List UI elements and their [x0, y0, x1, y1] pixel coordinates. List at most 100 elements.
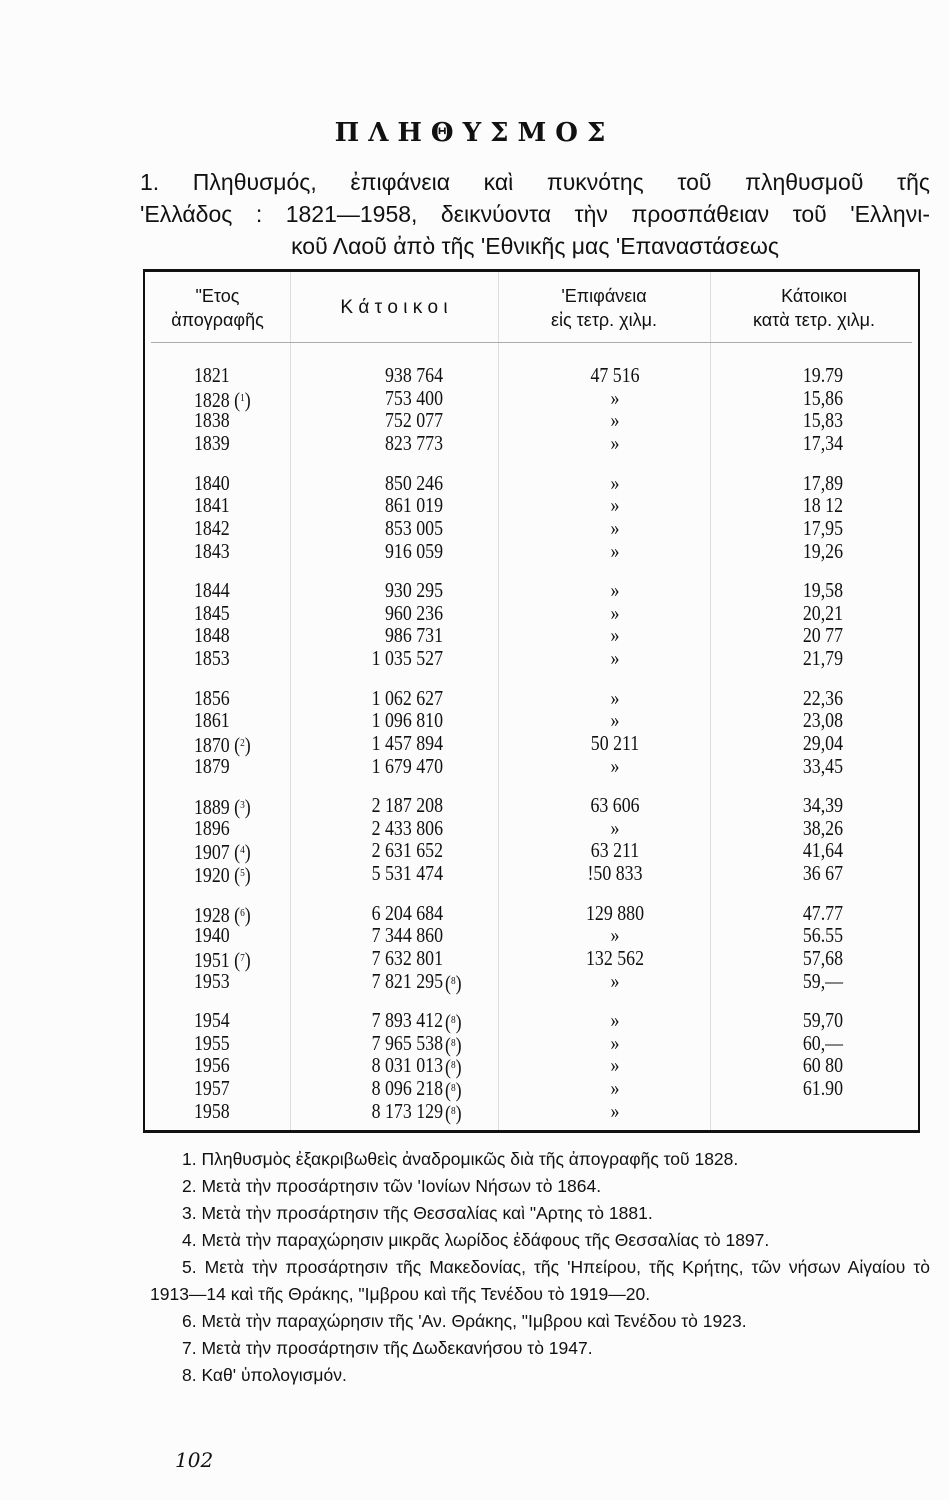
- density-cell: 20,21: [802, 600, 843, 625]
- footnote: 2. Μετὰ τὴν προσάρτησιν τῶν 'Ιονίων Νήσω…: [182, 1176, 602, 1196]
- area-cell: »: [610, 408, 620, 433]
- year-cell: 1928 (6): [194, 902, 251, 927]
- area-cell: 129 880: [585, 900, 645, 925]
- area-cell: »: [610, 385, 620, 410]
- year-cell: 1839: [194, 431, 230, 456]
- year-cell: 1828 (1): [194, 387, 251, 412]
- population-cell: 1 035 527: [371, 646, 443, 671]
- area-cell: »: [610, 753, 620, 778]
- year-cell: 1957: [194, 1076, 230, 1101]
- footnote-ref: (8): [445, 1055, 462, 1080]
- table-row: 1839 823 773 » 17,34: [145, 432, 918, 455]
- caption-line: 1. Πληθυσμός, ἐπιφάνεια καὶ πυκνότης τοῦ…: [140, 169, 930, 195]
- density-cell: 33,45: [802, 753, 843, 778]
- footnote-ref: 4: [240, 844, 245, 857]
- density-cell: 59,70: [802, 1008, 843, 1032]
- area-cell: »: [610, 470, 620, 495]
- footnote: 3. Μετὰ τὴν προσάρτησιν τῆς Θεσσαλίας κα…: [182, 1203, 653, 1223]
- footnote-ref: (8): [445, 1010, 462, 1034]
- population-cell: 2 187 208: [371, 793, 443, 817]
- year-cell: 1956: [194, 1053, 230, 1078]
- table-row: 1920 (5) 5 531 474 !50 833 36 67: [145, 861, 918, 887]
- area-cell: »: [610, 1098, 620, 1123]
- population-cell: 1 062 627: [371, 685, 443, 710]
- footnote-ref: (8): [445, 1032, 462, 1057]
- population-cell: 938 764: [384, 363, 443, 387]
- area-cell: 63 606: [590, 793, 640, 817]
- footnote: 4. Μετὰ τὴν παραχώρησιν μικρᾶς λωρίδος ἐ…: [182, 1230, 770, 1250]
- area-cell: »: [610, 923, 620, 948]
- table-row: 1958 8 173 129 (8) »: [145, 1098, 918, 1125]
- density-cell: 17,34: [802, 431, 843, 456]
- population-cell: 853 005: [384, 515, 443, 540]
- density-cell: 17,95: [802, 515, 843, 540]
- density-cell: 60,—: [802, 1030, 843, 1055]
- density-cell: 59,—: [802, 968, 843, 993]
- year-cell: 1958: [194, 1098, 230, 1123]
- area-cell: »: [610, 708, 620, 733]
- population-cell: 916 059: [384, 538, 443, 563]
- area-cell: »: [610, 431, 620, 456]
- density-cell: 15,83: [802, 408, 843, 433]
- year-cell: 1861: [194, 708, 230, 733]
- column-divider: [498, 272, 499, 1130]
- population-cell: 1 096 810: [371, 708, 443, 733]
- year-cell: 1856: [194, 685, 230, 710]
- header-year: "Ετος ἀπογραφῆς: [145, 284, 290, 332]
- year-cell: 1953: [194, 968, 230, 993]
- population-cell: 2 433 806: [371, 815, 443, 840]
- table-row: 1821 938 764 47 516 19.79: [145, 364, 918, 387]
- year-cell: 1951 (7): [194, 947, 251, 972]
- area-cell: »: [610, 515, 620, 540]
- table-row: 1853 1 035 527 » 21,79: [145, 647, 918, 670]
- header-divider: [151, 342, 912, 343]
- footnote-ref: 3: [240, 799, 245, 811]
- year-cell: 1840: [194, 470, 230, 495]
- year-cell: 1907 (4): [194, 840, 251, 865]
- footnote-ref: (8): [445, 1078, 462, 1103]
- population-cell: 6 204 684: [371, 900, 443, 925]
- header-density-line: Κάτοικοι: [781, 286, 847, 306]
- year-cell: 1879: [194, 753, 230, 778]
- table-row: 1843 916 059 » 19,26: [145, 538, 918, 563]
- population-cell: 1 679 470: [371, 753, 443, 778]
- table-row: 1841 861 019 » 18 12: [145, 494, 918, 517]
- area-cell: »: [610, 685, 620, 710]
- population-cell: 7 632 801: [371, 945, 443, 970]
- year-cell: 1870 (2): [194, 732, 251, 757]
- header-year-line: ἀπογραφῆς: [171, 310, 264, 330]
- population-cell: 960 236: [384, 600, 443, 625]
- density-cell: 23,08: [802, 708, 843, 733]
- table-row: 1954 7 893 412 (8) » 59,70: [145, 1008, 918, 1034]
- table-row: 1889 (3) 2 187 208 63 606 34,39: [145, 793, 918, 819]
- table-row: 1842 853 005 » 17,95: [145, 515, 918, 540]
- footnote-ref: (8): [445, 1100, 462, 1125]
- density-cell: 61.90: [802, 1076, 843, 1101]
- area-cell: 50 211: [590, 730, 640, 755]
- table-row: 1940 7 344 860 » 56.55: [145, 924, 918, 947]
- year-cell: 1853: [194, 646, 230, 671]
- year-cell: 1845: [194, 600, 230, 625]
- table-row: 1896 2 433 806 » 38,26: [145, 815, 918, 840]
- area-cell: »: [610, 1030, 620, 1055]
- area-cell: »: [610, 538, 620, 563]
- year-cell: 1896: [194, 815, 230, 840]
- density-cell: 34,39: [802, 793, 843, 817]
- column-divider: [710, 272, 711, 1130]
- header-area: 'Επιφάνεια εἰς τετρ. χιλμ.: [498, 284, 710, 332]
- table-row: 1879 1 679 470 » 33,45: [145, 753, 918, 778]
- footnotes: 1. Πληθυσμὸς ἐξακριβωθεὶς ἀναδρομικῶς δι…: [150, 1146, 940, 1389]
- population-cell: 8 096 218: [371, 1076, 443, 1101]
- population-cell: 752 077: [384, 408, 443, 433]
- footnote: 1. Πληθυσμὸς ἐξακριβωθεὶς ἀναδρομικῶς δι…: [182, 1149, 739, 1169]
- table-row: 1828 (1) 753 400 » 15,86: [145, 385, 918, 412]
- population-cell: 930 295: [384, 578, 443, 602]
- header-area-line: 'Επιφάνεια: [561, 286, 647, 306]
- density-cell: 57,68: [802, 945, 843, 970]
- header-density-line: κατὰ τετρ. χιλμ.: [752, 310, 875, 330]
- header-population: Κ ά τ ο ι κ ο ι: [290, 296, 498, 320]
- area-cell: !50 833: [587, 861, 643, 886]
- area-cell: »: [610, 1008, 620, 1032]
- year-cell: 1841: [194, 493, 230, 518]
- table-row: 1956 8 031 013 (8) » 60 80: [145, 1053, 918, 1080]
